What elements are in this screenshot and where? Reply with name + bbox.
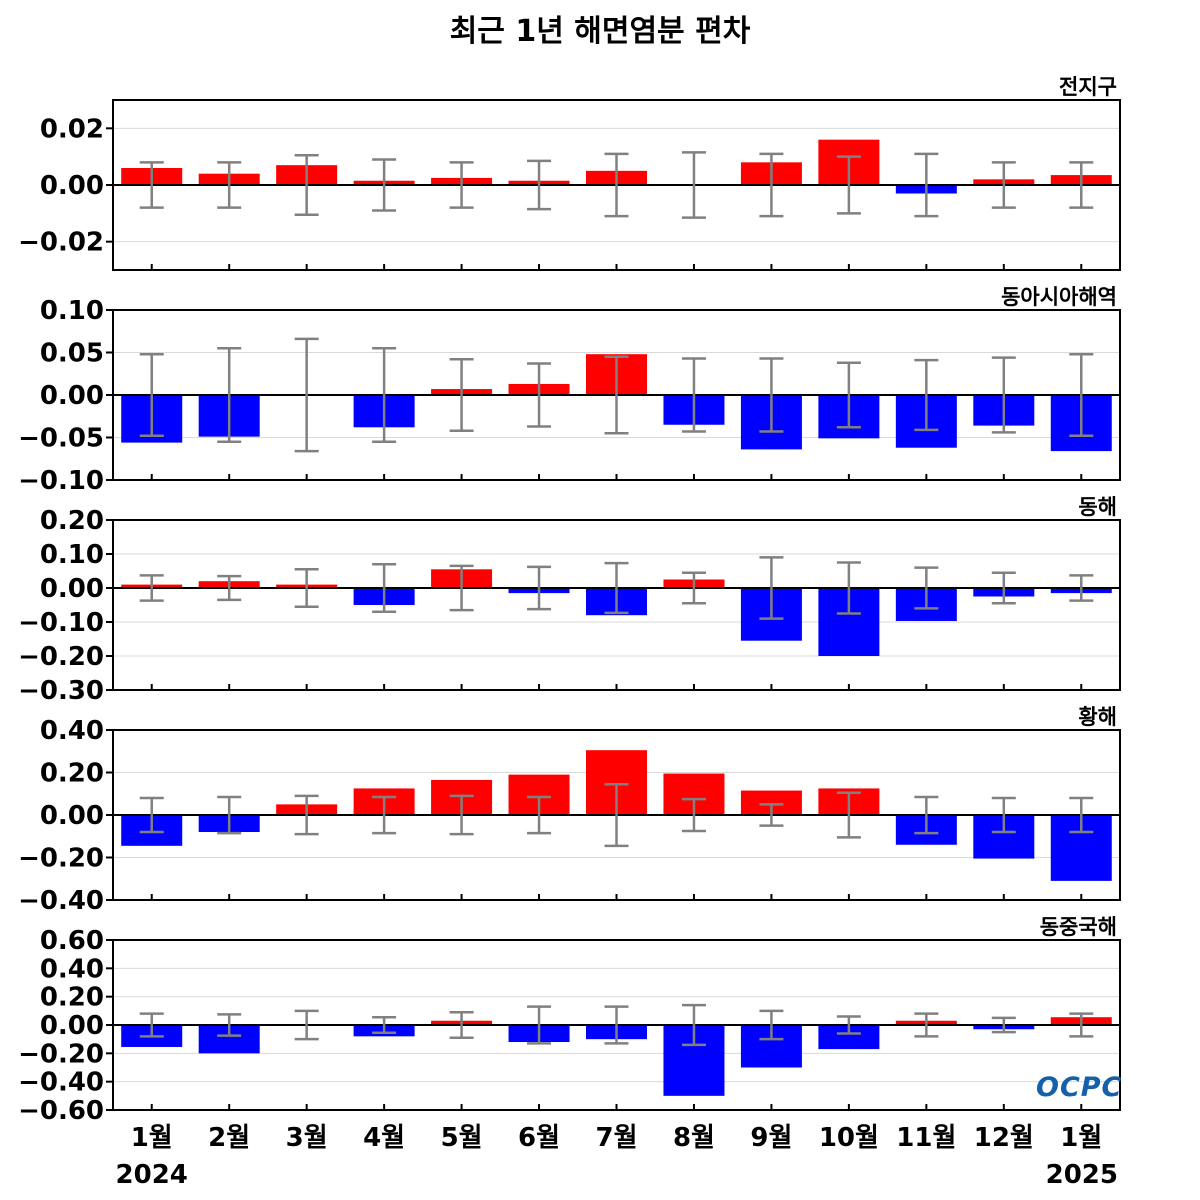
x-tick-label: 5월 [441,1123,483,1153]
y-tick-label: 0.00 [40,381,104,411]
y-tick-label: 0.60 [40,926,104,956]
y-tick-label: 0.20 [40,759,104,789]
x-tick-label: 10월 [819,1123,879,1153]
y-tick-label: −0.20 [18,844,104,874]
y-tick-label: −0.40 [18,1068,104,1098]
panel-name: 동아시아해역 [1001,285,1117,309]
panel-name: 황해 [1078,705,1117,729]
x-tick-label: 4월 [363,1123,405,1153]
x-tick-label: 7월 [595,1123,637,1153]
panel-name: 전지구 [1059,75,1117,99]
y-tick-label: −0.05 [18,424,104,454]
y-tick-label: −0.40 [18,886,104,916]
y-tick-label: 0.00 [40,1011,104,1041]
year-label-start: 2024 [116,1160,188,1190]
y-tick-label: −0.30 [18,676,104,706]
x-tick-label: 6월 [518,1123,560,1153]
y-tick-label: 0.10 [40,296,104,326]
y-tick-label: −0.20 [18,1039,104,1069]
y-tick-label: 0.40 [40,954,104,984]
panel-name: 동해 [1078,495,1117,519]
y-tick-label: 0.20 [40,506,104,536]
y-tick-label: 0.00 [40,574,104,604]
x-tick-label: 8월 [673,1123,715,1153]
y-tick-label: 0.20 [40,983,104,1013]
x-tick-label: 1월 [1060,1123,1102,1153]
chart-title: 최근 1년 해면염분 편차 [449,14,751,49]
y-tick-label: 0.00 [40,801,104,831]
year-label-end: 2025 [1046,1160,1118,1190]
x-tick-label: 3월 [286,1123,328,1153]
x-tick-label: 9월 [750,1123,792,1153]
y-tick-label: 0.40 [40,716,104,746]
y-tick-label: 0.05 [40,339,104,369]
x-tick-label: 11월 [896,1123,956,1153]
y-tick-label: −0.10 [18,466,104,496]
y-tick-label: −0.20 [18,642,104,672]
y-tick-label: 0.02 [40,114,104,144]
ocpc-logo: OCPC [1036,1072,1123,1103]
y-tick-label: 0.00 [40,171,104,201]
x-tick-label: 1월 [131,1123,173,1153]
panel-name: 동중국해 [1040,915,1117,939]
x-tick-label: 12월 [974,1123,1034,1153]
y-tick-label: −0.10 [18,608,104,638]
y-tick-label: −0.02 [18,228,104,258]
x-tick-label: 2월 [208,1123,250,1153]
y-tick-label: 0.10 [40,540,104,570]
y-tick-label: −0.60 [18,1096,104,1126]
